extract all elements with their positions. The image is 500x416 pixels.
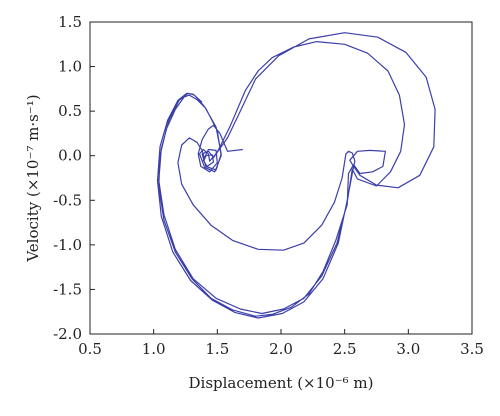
phase-trajectory-line (156, 32, 436, 319)
x-tick-label: 3.0 (396, 340, 420, 358)
y-tick-label: 1.0 (58, 58, 82, 76)
y-tick-label: 0.5 (58, 102, 82, 120)
x-tick-label: 2.5 (333, 340, 357, 358)
y-tick-label: -0.5 (53, 191, 82, 209)
y-tick-label: -1.5 (53, 280, 82, 298)
x-axis-title: Displacement (×10⁻⁶ m) (189, 374, 374, 392)
x-tick-label: 3.5 (460, 340, 484, 358)
y-tick-label: 1.5 (58, 13, 82, 31)
y-tick-label: 0.0 (58, 147, 82, 165)
y-axis-title: Velocity (×10⁻⁷ m·s⁻¹) (24, 94, 42, 262)
tick-marks (89, 21, 473, 335)
x-tick-label: 1.5 (205, 340, 229, 358)
x-tick-label: 2.0 (269, 340, 293, 358)
y-tick-label: -2.0 (53, 325, 82, 343)
x-tick-label: 0.5 (78, 340, 102, 358)
y-tick-label: -1.0 (53, 236, 82, 254)
x-tick-label: 1.0 (142, 340, 166, 358)
tick-labels: 0.5 1.0 1.5 2.0 2.5 3.0 3.5 1.5 1.0 0.5 0.0 -0.5 -1.… (53, 13, 484, 358)
